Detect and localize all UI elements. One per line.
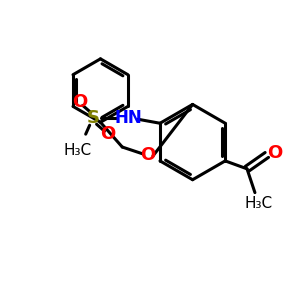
Text: H₃C: H₃C	[245, 196, 273, 211]
Text: O: O	[267, 144, 282, 162]
Text: O: O	[140, 146, 156, 164]
Text: H₃C: H₃C	[64, 143, 92, 158]
Text: S: S	[87, 109, 100, 127]
Text: HN: HN	[114, 109, 142, 127]
Text: O: O	[100, 125, 115, 143]
Text: O: O	[72, 93, 87, 111]
